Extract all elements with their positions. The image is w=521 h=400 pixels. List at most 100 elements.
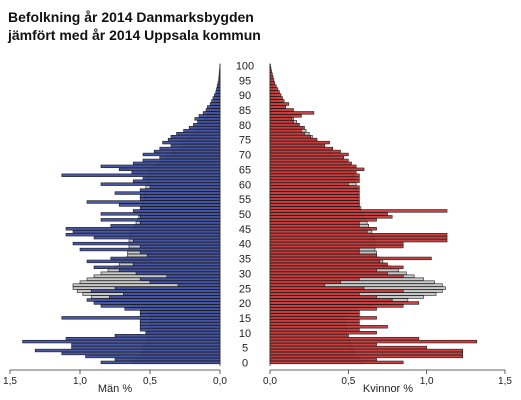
men-bar-age-68: [142, 158, 221, 163]
men-bar-age-5: [71, 345, 221, 350]
men-bar-age-77: [176, 132, 221, 136]
women-bar-age-50: [269, 212, 388, 216]
women-bar-age-55: [269, 197, 360, 201]
women-x-tick-label: 1,0: [420, 376, 434, 387]
men-bar-age-58: [139, 188, 221, 192]
age-label: 25: [239, 283, 251, 295]
women-bar-age-88: [269, 99, 285, 103]
women-x-tick-label: 0,0: [263, 376, 277, 387]
women-bar-age-71: [269, 149, 341, 154]
men-bar-age-89: [212, 96, 221, 100]
women-bar-age-9: [269, 333, 349, 338]
men-bar-age-13: [139, 322, 221, 326]
men-bar-age-74: [162, 140, 221, 145]
women-bar-age-66: [269, 164, 357, 169]
men-bar-age-20: [93, 301, 221, 305]
men-axis-label: Män %: [98, 383, 132, 395]
men-bar-age-49: [139, 215, 221, 219]
men-bar-age-48: [100, 218, 221, 222]
men-bar-age-88: [211, 99, 221, 103]
men-bar-age-51: [132, 209, 221, 213]
men-bar-age-29: [166, 274, 221, 278]
women-bar-age-95: [269, 78, 275, 82]
men-bar-age-44: [72, 230, 221, 234]
women-bar-age-73: [269, 143, 326, 148]
men-bar-age-23: [123, 292, 221, 296]
men-bar-age-66: [100, 164, 221, 169]
men-bar-age-57: [114, 191, 221, 195]
women-x-tick-label: 0,5: [341, 376, 355, 387]
women-bar-age-56: [269, 194, 360, 198]
women-bar-age-6: [269, 342, 377, 347]
men-bar-age-9: [114, 333, 221, 338]
men-bar-age-91: [215, 90, 221, 94]
women-bar-age-49: [269, 215, 393, 219]
men-bar-age-92: [216, 87, 221, 91]
age-label: 30: [239, 268, 251, 280]
women-bar-age-90: [269, 93, 282, 97]
men-bar-age-65: [118, 167, 221, 171]
men-bar-age-62: [142, 176, 221, 180]
men-bar-age-11: [139, 328, 221, 332]
men-bar-age-53: [118, 203, 221, 207]
age-label: 95: [239, 75, 251, 87]
men-bar-age-45: [65, 227, 221, 231]
women-bar-age-65: [269, 167, 365, 171]
women-bar-age-10: [269, 331, 377, 335]
women-bar-age-37: [269, 250, 360, 255]
men-bar-age-82: [194, 117, 221, 121]
men-bar-age-64: [131, 170, 221, 174]
men-bar-age-22: [109, 295, 221, 299]
age-label: 90: [239, 90, 251, 102]
women-bar-age-72: [269, 146, 333, 151]
men-bar-age-42: [93, 235, 221, 240]
women-bar-age-30: [269, 271, 388, 275]
women-bar-age-92: [269, 87, 279, 91]
men-bar-age-69: [159, 155, 221, 160]
men-bar-age-59: [149, 185, 221, 189]
women-bar-age-51: [269, 209, 448, 213]
women-bar-age-39: [269, 244, 404, 249]
men-bar-age-93: [216, 84, 221, 88]
men-bar-age-33: [132, 262, 221, 267]
women-bar-age-91: [269, 90, 280, 94]
men-bar-age-36: [146, 253, 221, 258]
men-bar-age-1: [114, 357, 221, 362]
men-bar-age-6: [71, 342, 221, 347]
men-bar-age-4: [34, 348, 221, 353]
men-x-tick-label: 1,0: [73, 376, 87, 387]
women-bar-age-19: [269, 304, 404, 308]
women-bar-age-63: [269, 173, 360, 177]
men-bar-age-24: [90, 289, 221, 293]
women-bar-age-29: [269, 274, 404, 278]
men-bar-age-8: [65, 336, 221, 341]
women-bar-age-40: [269, 241, 404, 246]
women-bar-age-70: [269, 152, 349, 157]
men-bar-age-25: [114, 286, 221, 290]
women-axis-label: Kvinnor %: [363, 383, 413, 395]
women-bar-age-84: [269, 111, 315, 115]
men-bar-age-12: [139, 325, 221, 329]
men-bar-age-14: [139, 319, 221, 323]
women-bar-age-12: [269, 325, 388, 329]
women-bar-age-69: [269, 155, 344, 160]
women-bar-age-11: [269, 328, 360, 332]
women-bar-age-87: [269, 102, 290, 106]
women-bar-age-81: [269, 120, 294, 124]
women-bar-age-4: [269, 348, 463, 353]
men-bar-age-75: [167, 137, 221, 142]
age-label: 85: [239, 105, 251, 117]
men-bar-age-83: [198, 114, 221, 118]
men-bar-age-15: [61, 316, 221, 320]
women-bar-age-93: [269, 84, 277, 88]
men-bar-age-18: [124, 307, 221, 311]
men-bar-age-19: [100, 304, 221, 308]
age-label: 10: [239, 328, 251, 340]
women-bar-age-14: [269, 319, 360, 323]
men-bar-age-43: [65, 233, 221, 237]
women-bar-age-5: [269, 345, 427, 350]
women-bar-age-3: [269, 351, 463, 356]
men-bar-age-61: [132, 179, 221, 183]
women-bar-age-52: [269, 206, 360, 210]
men-bar-age-81: [197, 120, 221, 124]
